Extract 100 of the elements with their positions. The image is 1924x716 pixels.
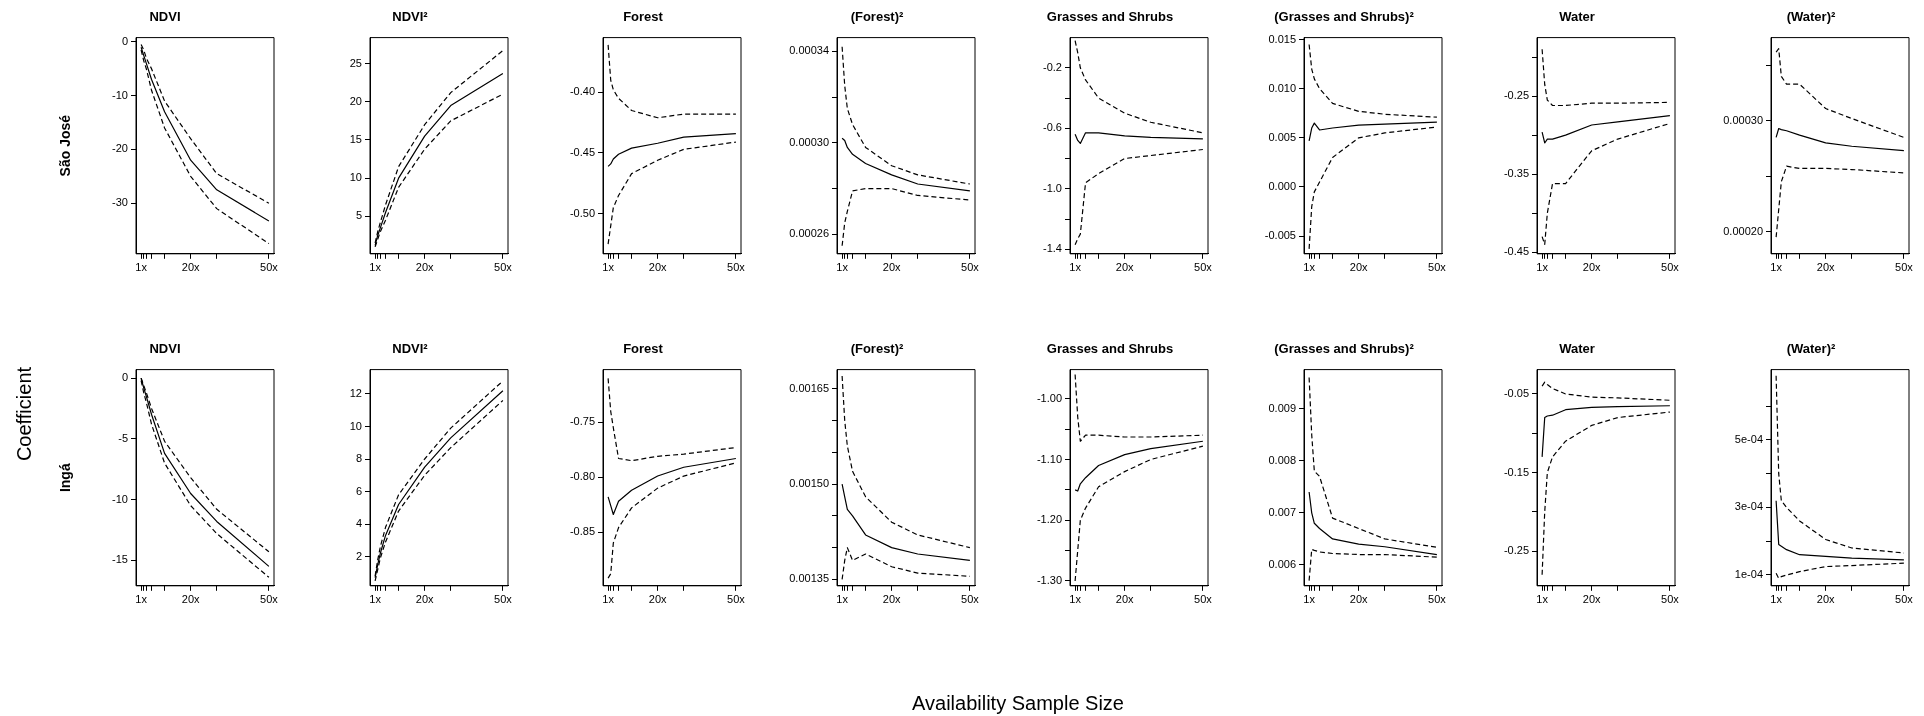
x-tick-label: 50x (1427, 261, 1446, 274)
x-tick-label: 20x (1816, 261, 1835, 274)
y-tick-label: 0.00034 (788, 44, 829, 57)
x-tick-label: 50x (727, 261, 746, 274)
y-tick-label: -0.80 (569, 470, 595, 483)
y-axis-title: Ingá (57, 463, 74, 493)
y-tick-label: 12 (349, 387, 362, 400)
y-tick-label: -10 (112, 88, 128, 101)
text: Availability Sample Size (912, 692, 1124, 715)
chart-title: NDVI (149, 341, 181, 357)
y-tick-label: 1e-04 (1734, 568, 1763, 581)
y-tick-label: -1.0 (1043, 181, 1062, 194)
y-tick-label: 20 (349, 94, 362, 107)
y-tick-label: -0.05 (1503, 387, 1529, 399)
chart-title: NDVI (149, 9, 181, 25)
y-tick-label: 10 (349, 419, 362, 432)
y-tick-label: -0.45 (1503, 245, 1529, 258)
x-tick-label: 50x (493, 261, 512, 274)
x-tick-label: 20x (415, 593, 434, 606)
x-tick-label: 1x (1302, 593, 1315, 606)
x-tick-label: 50x (493, 593, 512, 606)
x-tick-label: 50x (1194, 593, 1213, 606)
y-tick-label: 5e-04 (1734, 432, 1763, 445)
x-tick-label: 50x (260, 593, 279, 606)
x-tick-label: 20x (1582, 593, 1602, 606)
x-tick-label: 1x (835, 593, 848, 606)
chart-title: (Forest)² (850, 341, 904, 357)
y-tick-label: 0 (121, 371, 128, 384)
x-tick-label: 1x (1769, 593, 1782, 606)
y-tick-label: 0.008 (1267, 453, 1296, 466)
x-tick-label: 50x (1894, 261, 1913, 274)
y-tick-label: -5 (118, 431, 128, 444)
y-tick-label: -0.005 (1264, 229, 1296, 242)
text: Coefficient (12, 366, 36, 462)
y-tick-label: 0.00026 (788, 227, 829, 240)
chart-title: Grasses and Shrubs (1046, 9, 1174, 25)
y-tick-label: 5 (355, 209, 362, 222)
y-tick-label: -20 (112, 142, 128, 155)
y-tick-label: 25 (349, 56, 362, 69)
chart-title: Water (1559, 341, 1595, 357)
chart-title: Water (1559, 9, 1595, 25)
y-tick-label: 0.009 (1267, 401, 1296, 414)
y-tick-label: -1.10 (1036, 452, 1062, 465)
x-tick-label: 20x (882, 593, 901, 606)
x-tick-label: 20x (415, 261, 434, 274)
x-tick-label: 50x (1661, 261, 1680, 274)
x-tick-label: 20x (1349, 261, 1368, 274)
x-tick-label: 20x (1582, 261, 1602, 274)
y-tick-label: 0.00150 (788, 477, 829, 490)
y-tick-label: 10 (349, 171, 362, 184)
y-tick-label: 0.015 (1267, 32, 1296, 45)
x-tick-label: 50x (727, 593, 746, 606)
y-tick-label: 0.00135 (788, 572, 829, 585)
x-tick-label: 20x (1115, 593, 1135, 606)
y-tick-label: -1.30 (1036, 573, 1062, 586)
x-tick-label: 50x (960, 261, 979, 274)
x-tick-label: 1x (1536, 261, 1549, 274)
y-tick-label: 6 (355, 484, 362, 497)
x-tick-label: 1x (1536, 593, 1549, 606)
x-tick-label: 50x (960, 593, 979, 606)
y-tick-label: -0.2 (1043, 60, 1062, 73)
y-tick-label: 0.005 (1267, 130, 1296, 143)
x-tick-label: 50x (260, 261, 279, 274)
y-tick-label: -0.35 (1503, 167, 1529, 180)
y-tick-label: 0.010 (1267, 81, 1296, 94)
y-tick-label: -30 (112, 196, 128, 209)
x-tick-label: 1x (1302, 261, 1315, 274)
y-tick-label: 2 (355, 549, 362, 562)
chart-title: (Water)² (1786, 9, 1836, 25)
y-tick-label: -0.40 (569, 85, 595, 98)
x-tick-label: 50x (1661, 593, 1680, 606)
x-tick-label: 1x (1769, 261, 1782, 274)
y-tick-label: -10 (112, 492, 128, 505)
chart-title: (Forest)² (850, 9, 904, 25)
chart-title: Grasses and Shrubs (1046, 341, 1174, 357)
chart-title: NDVI² (391, 9, 428, 25)
y-tick-label: -0.45 (569, 146, 595, 159)
y-tick-label: -0.75 (569, 415, 595, 428)
y-tick-label: -0.25 (1503, 89, 1529, 102)
x-tick-label: 1x (135, 261, 148, 274)
y-tick-label: 0.006 (1267, 557, 1296, 570)
x-tick-label: 20x (1816, 593, 1835, 606)
chart-title: Forest (623, 9, 664, 25)
y-tick-label: 0.00020 (1722, 224, 1763, 237)
y-tick-label: -0.85 (569, 525, 595, 538)
y-tick-label: -0.15 (1503, 465, 1529, 478)
x-tick-label: 20x (181, 593, 201, 606)
x-tick-label: 1x (1069, 261, 1082, 274)
x-tick-label: 1x (1069, 593, 1082, 606)
chart-title: (Grasses and Shrubs)² (1273, 341, 1414, 357)
x-tick-label: 20x (882, 261, 901, 274)
chart-title: Forest (623, 341, 664, 357)
x-tick-label: 1x (602, 261, 615, 274)
x-tick-label: 20x (1349, 593, 1368, 606)
y-tick-label: -0.6 (1043, 121, 1062, 134)
x-tick-label: 1x (135, 593, 148, 606)
y-tick-label: 0 (121, 34, 128, 47)
y-tick-label: 3e-04 (1734, 500, 1763, 513)
y-tick-label: 0.007 (1267, 505, 1296, 518)
y-tick-label: 15 (349, 133, 362, 145)
